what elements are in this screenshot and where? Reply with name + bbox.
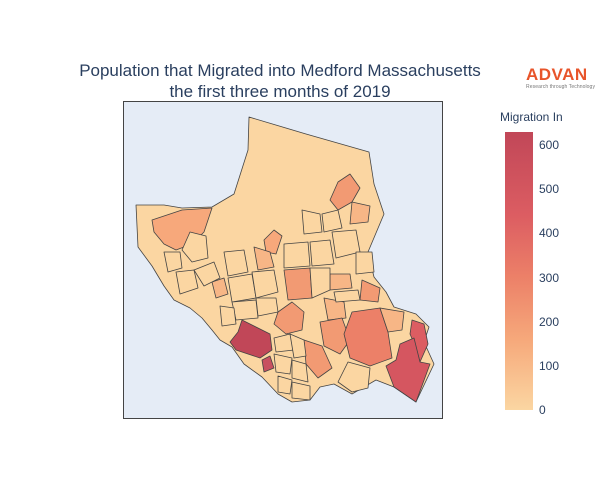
map-region[interactable]	[291, 381, 311, 401]
map-region[interactable]	[163, 251, 183, 273]
colorbar-tick-label: 0	[539, 403, 546, 417]
map-region[interactable]	[379, 307, 405, 333]
logo-wordmark: ADVAN	[526, 65, 588, 84]
map-region[interactable]	[277, 375, 293, 395]
map-region[interactable]	[175, 269, 199, 295]
map-region[interactable]	[355, 251, 375, 275]
map-region[interactable]	[359, 279, 381, 303]
advan-logo: ADVAN Research through Technology	[526, 65, 596, 91]
colorbar-tick-label: 200	[539, 314, 560, 329]
title-line-1: Population that Migrated into Medford Ma…	[79, 61, 481, 80]
map-region[interactable]	[223, 249, 249, 277]
colorbar	[505, 132, 533, 410]
map-region[interactable]	[385, 337, 431, 403]
map-region[interactable]	[283, 241, 311, 269]
map-region[interactable]	[309, 267, 331, 299]
colorbar-tick-label: 400	[539, 226, 560, 241]
map-region[interactable]	[321, 209, 343, 233]
map-region[interactable]	[301, 209, 323, 235]
map-region[interactable]	[319, 317, 351, 355]
map-region[interactable]	[263, 229, 283, 255]
map-region[interactable]	[349, 201, 371, 225]
map-region[interactable]	[273, 301, 305, 335]
map-region[interactable]	[251, 269, 279, 299]
map-region[interactable]	[283, 267, 313, 301]
map-region[interactable]	[193, 261, 221, 287]
colorbar-tick-label: 600	[539, 138, 560, 153]
map-region[interactable]	[229, 319, 273, 359]
logo-tagline: Research through Technology	[526, 84, 596, 90]
map-region[interactable]	[329, 273, 353, 291]
map-region[interactable]	[273, 353, 293, 375]
map-region[interactable]	[289, 333, 307, 359]
title-line-2: the first three months of 2019	[169, 82, 391, 101]
map-region[interactable]	[253, 246, 275, 271]
map-region[interactable]	[181, 231, 209, 263]
colorbar-tick-label: 500	[539, 182, 560, 197]
chart-title: Population that Migrated into Medford Ma…	[30, 60, 530, 102]
map-region[interactable]	[231, 299, 259, 321]
map-region[interactable]	[211, 277, 229, 299]
map-region[interactable]	[227, 273, 257, 303]
map-region[interactable]	[337, 361, 371, 393]
colorbar-tick-label: 100	[539, 358, 560, 373]
map-region[interactable]	[333, 289, 361, 303]
map-region[interactable]	[303, 339, 333, 379]
choropleth-map[interactable]	[123, 101, 443, 419]
map-region[interactable]	[291, 359, 309, 383]
map-region[interactable]	[219, 305, 237, 327]
map-region[interactable]	[261, 355, 275, 373]
map-svg	[135, 116, 435, 403]
legend-title: Migration In	[500, 110, 563, 124]
colorbar-tick-label: 300	[539, 270, 560, 285]
map-region[interactable]	[309, 239, 335, 267]
